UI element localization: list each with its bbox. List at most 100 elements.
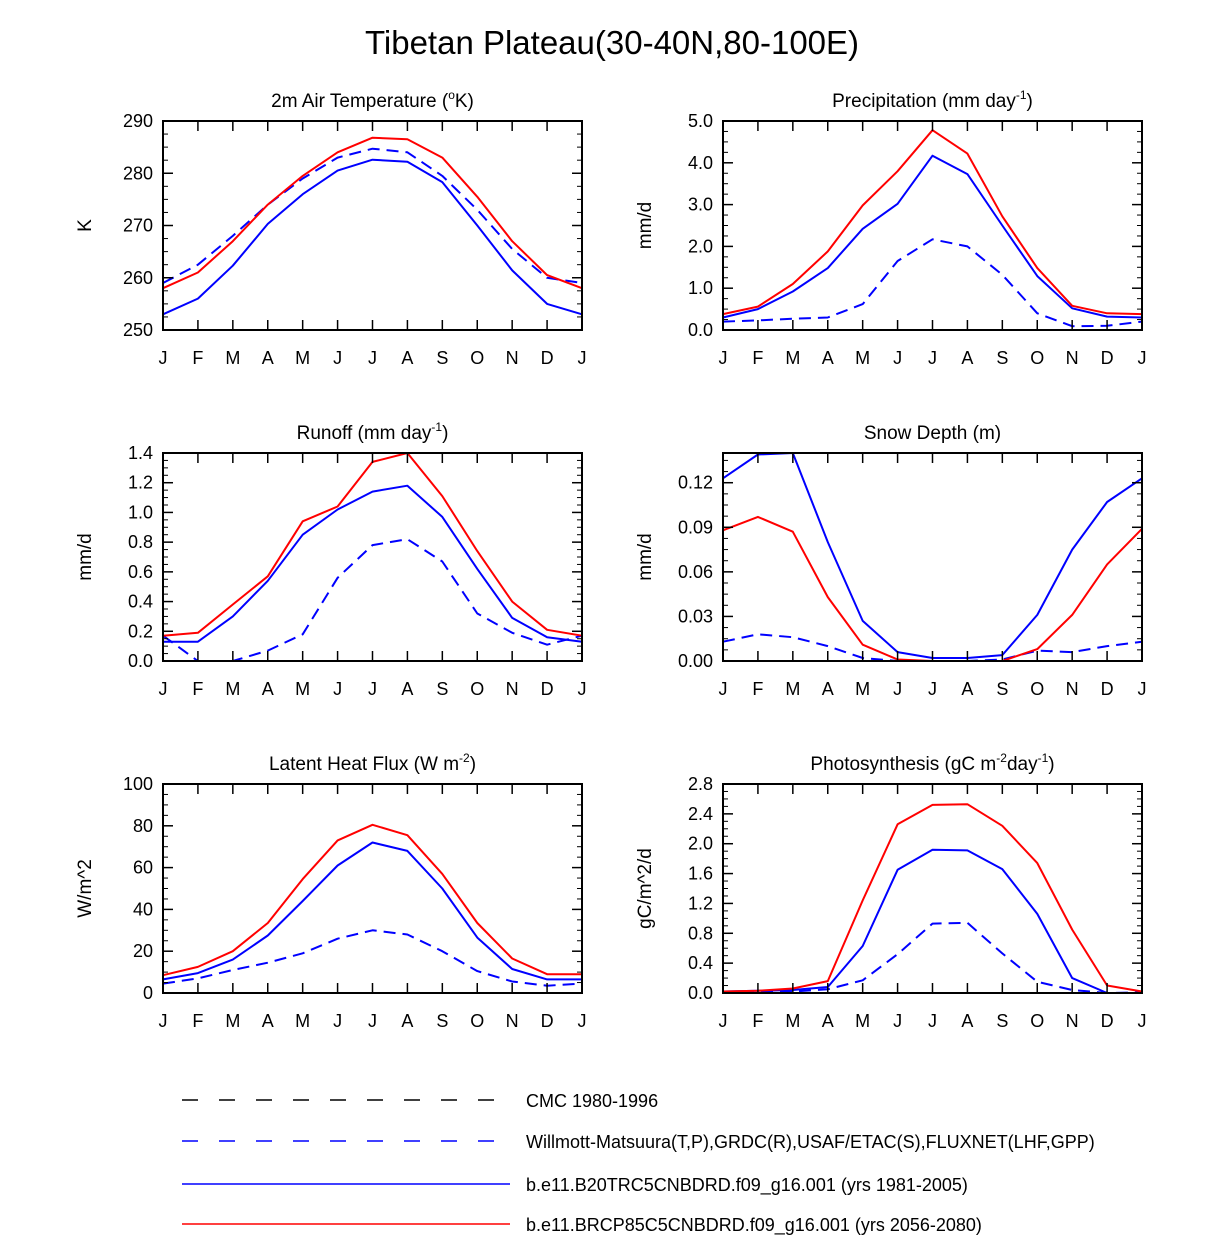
- x-tick-label: A: [961, 679, 973, 699]
- y-tick-label: 0.4: [128, 592, 153, 612]
- x-tick-label: J: [578, 679, 587, 699]
- x-tick-label: S: [996, 1011, 1008, 1031]
- series-line-3: [162, 823, 582, 977]
- x-tick-label: M: [785, 348, 800, 368]
- x-tick-label: M: [785, 679, 800, 699]
- y-tick-label: 0.09: [678, 517, 713, 537]
- panel-title: Latent Heat Flux (W m-2): [269, 751, 476, 775]
- x-tick-label: S: [436, 348, 448, 368]
- x-tick-label: A: [822, 348, 834, 368]
- x-tick-label: O: [1030, 679, 1044, 699]
- x-tick-label: N: [1066, 1011, 1079, 1031]
- series-line-1: [722, 238, 1143, 328]
- x-tick-label: J: [893, 348, 902, 368]
- x-tick-label: S: [996, 348, 1008, 368]
- y-tick-label: 270: [123, 216, 153, 236]
- y-tick-label: 20: [133, 941, 153, 961]
- y-tick-label: 0.00: [678, 651, 713, 671]
- plot-frame: [722, 120, 1143, 331]
- y-tick-label: 60: [133, 858, 153, 878]
- x-tick-label: J: [719, 679, 728, 699]
- series-line-2: [163, 484, 583, 643]
- y-tick-label: 1.2: [688, 893, 713, 913]
- x-tick-label: M: [225, 1011, 240, 1031]
- x-tick-label: S: [436, 1011, 448, 1031]
- x-tick-label: O: [470, 1011, 484, 1031]
- x-tick-label: O: [1030, 1011, 1044, 1031]
- series-line-1: [162, 929, 583, 987]
- x-tick-label: N: [1066, 348, 1079, 368]
- x-tick-label: O: [470, 348, 484, 368]
- series-line-3: [722, 452, 1143, 659]
- x-tick-label: J: [928, 679, 937, 699]
- plot-frame: [162, 452, 583, 662]
- x-tick-label: M: [295, 348, 310, 368]
- x-tick-label: M: [225, 348, 240, 368]
- x-tick-label: D: [541, 1011, 554, 1031]
- y-tick-label: 0.06: [678, 562, 713, 582]
- chart-panel-4: Snow Depth (m) J F M A M J J A S O N D J 0.00 0.03 0.06 0…: [635, 423, 1147, 699]
- x-tick-label: S: [436, 679, 448, 699]
- x-tick-label: D: [1101, 679, 1114, 699]
- x-tick-label: J: [368, 348, 377, 368]
- x-tick-label: J: [368, 679, 377, 699]
- x-tick-label: J: [928, 348, 937, 368]
- y-tick-label: 2.0: [688, 236, 713, 256]
- y-tick-label: 0.0: [128, 651, 153, 671]
- x-tick-label: A: [822, 679, 834, 699]
- x-tick-label: F: [752, 348, 763, 368]
- legend-label: b.e11.BRCP85C5CNBDRD.f09_g16.001 (yrs 20…: [526, 1215, 982, 1236]
- series-line-2: [162, 841, 582, 981]
- x-tick-label: M: [225, 679, 240, 699]
- y-axis-label: K: [75, 219, 96, 232]
- legend-item-1: CMC 1980-1996: [182, 1091, 658, 1111]
- y-axis-label: mm/d: [635, 533, 656, 581]
- y-tick-label: 0.4: [688, 953, 713, 973]
- y-axis-label: gC/m^2/d: [635, 848, 656, 929]
- x-tick-label: M: [855, 348, 870, 368]
- y-tick-label: 2.0: [688, 834, 713, 854]
- y-tick-label: 1.4: [128, 443, 153, 463]
- y-tick-label: 0.12: [678, 473, 713, 493]
- x-tick-label: J: [893, 1011, 902, 1031]
- plot-frame: [162, 120, 583, 331]
- chart-panel-3: Runoff (mm day-1) J F M A M J J A S O N D J 0.0 0.2 0.4 0…: [75, 420, 587, 699]
- x-tick-label: J: [1138, 679, 1147, 699]
- x-tick-label: N: [506, 348, 519, 368]
- legend-item-2: Willmott-Matsuura(T,P),GRDC(R),USAF/ETAC…: [182, 1132, 1095, 1152]
- x-tick-label: A: [262, 679, 274, 699]
- x-tick-label: A: [401, 1011, 413, 1031]
- x-tick-label: F: [752, 1011, 763, 1031]
- series-line-1: [723, 921, 1143, 994]
- x-tick-label: A: [961, 1011, 973, 1031]
- y-tick-label: 2.4: [688, 804, 713, 824]
- x-tick-label: M: [855, 679, 870, 699]
- legend-item-3: b.e11.B20TRC5CNBDRD.f09_g16.001 (yrs 198…: [182, 1175, 968, 1196]
- y-tick-label: 80: [133, 816, 153, 836]
- x-tick-label: D: [541, 348, 554, 368]
- y-tick-label: 1.2: [128, 473, 153, 493]
- x-tick-label: J: [333, 679, 342, 699]
- y-tick-label: 0.0: [688, 320, 713, 340]
- x-tick-label: J: [159, 348, 168, 368]
- x-tick-label: O: [1030, 348, 1044, 368]
- x-tick-label: J: [719, 348, 728, 368]
- x-tick-label: D: [541, 679, 554, 699]
- legend-label: b.e11.B20TRC5CNBDRD.f09_g16.001 (yrs 198…: [526, 1175, 968, 1196]
- x-tick-label: J: [159, 679, 168, 699]
- series-line-2: [162, 158, 583, 316]
- y-tick-label: 40: [133, 899, 153, 919]
- legend-label: CMC 1980-1996: [526, 1091, 658, 1111]
- figure-title: Tibetan Plateau(30-40N,80-100E): [364, 24, 860, 61]
- y-tick-label: 1.0: [688, 278, 713, 298]
- y-tick-label: 2.8: [688, 774, 713, 794]
- series-line-3: [162, 136, 583, 290]
- plot-frame: [722, 783, 1143, 994]
- x-tick-label: A: [262, 348, 274, 368]
- x-tick-label: J: [928, 1011, 937, 1031]
- panel-title: Snow Depth (m): [864, 423, 1001, 444]
- x-tick-label: A: [822, 1011, 834, 1031]
- legend-item-4: b.e11.BRCP85C5CNBDRD.f09_g16.001 (yrs 20…: [182, 1215, 982, 1236]
- chart-panels: 2m Air Temperature (oK) J F M A M J J A S O N D J 250 2…: [75, 88, 1147, 1031]
- chart-panel-2: Precipitation (mm day-1) J F M A M J J A S O N D J 0.0…: [635, 88, 1147, 368]
